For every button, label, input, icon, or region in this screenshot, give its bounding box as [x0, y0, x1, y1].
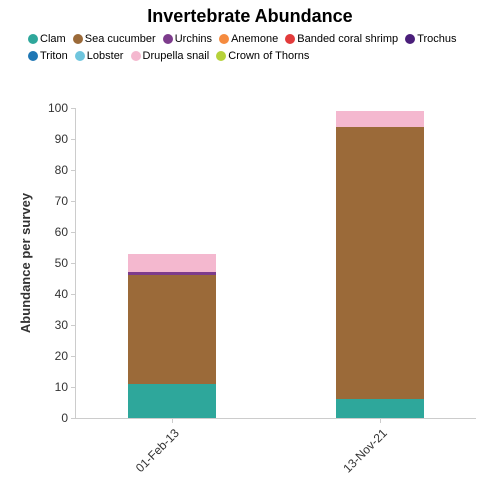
legend-swatch [285, 34, 295, 44]
legend-item: Triton [28, 48, 68, 65]
bar-segment [128, 254, 216, 273]
legend-item: Anemone [219, 31, 278, 48]
y-tick-label: 30 [55, 318, 76, 332]
legend-item: Drupella snail [131, 48, 210, 65]
legend: Clam Sea cucumber Urchins Anemone Banded… [0, 27, 500, 66]
legend-label: Crown of Thorns [228, 50, 309, 62]
legend-label: Urchins [175, 33, 212, 45]
bar-segment [128, 275, 216, 384]
bar-segment [336, 111, 424, 127]
x-tick-label: 13-Nov-21 [340, 426, 390, 476]
bar-group [128, 108, 216, 418]
bar-group [336, 108, 424, 418]
bar-segment [336, 399, 424, 418]
legend-item: Banded coral shrimp [285, 31, 398, 48]
legend-label: Clam [40, 33, 66, 45]
x-tick-label: 01-Feb-13 [133, 426, 182, 475]
legend-label: Anemone [231, 33, 278, 45]
legend-item: Crown of Thorns [216, 48, 309, 65]
y-tick-label: 40 [55, 287, 76, 301]
legend-swatch [73, 34, 83, 44]
legend-swatch [131, 51, 141, 61]
legend-item: Sea cucumber [73, 31, 156, 48]
bar-segment [336, 127, 424, 400]
plot-inner [76, 108, 476, 418]
legend-swatch [163, 34, 173, 44]
legend-item: Lobster [75, 48, 124, 65]
legend-swatch [75, 51, 85, 61]
y-tick-label: 0 [61, 411, 76, 425]
chart-container: Invertebrate Abundance Clam Sea cucumber… [0, 0, 500, 500]
legend-item: Trochus [405, 31, 456, 48]
legend-label: Banded coral shrimp [297, 33, 398, 45]
legend-swatch [219, 34, 229, 44]
plot-area: 010203040506070809010001-Feb-1313-Nov-21 [75, 108, 476, 419]
y-tick-label: 50 [55, 256, 76, 270]
chart-title: Invertebrate Abundance [0, 0, 500, 27]
y-tick-label: 100 [48, 101, 76, 115]
legend-label: Lobster [87, 50, 124, 62]
y-tick-label: 70 [55, 194, 76, 208]
legend-label: Drupella snail [143, 50, 210, 62]
legend-swatch [405, 34, 415, 44]
bar-segment [128, 272, 216, 275]
legend-swatch [28, 34, 38, 44]
legend-label: Triton [40, 50, 68, 62]
legend-item: Urchins [163, 31, 212, 48]
legend-swatch [216, 51, 226, 61]
y-tick-label: 90 [55, 132, 76, 146]
y-axis-label: Abundance per survey [18, 193, 33, 333]
legend-label: Trochus [417, 33, 456, 45]
legend-item: Clam [28, 31, 66, 48]
legend-swatch [28, 51, 38, 61]
legend-label: Sea cucumber [85, 33, 156, 45]
y-tick-label: 80 [55, 163, 76, 177]
y-tick-label: 10 [55, 380, 76, 394]
bar-segment [128, 384, 216, 418]
y-tick-label: 60 [55, 225, 76, 239]
y-tick-label: 20 [55, 349, 76, 363]
